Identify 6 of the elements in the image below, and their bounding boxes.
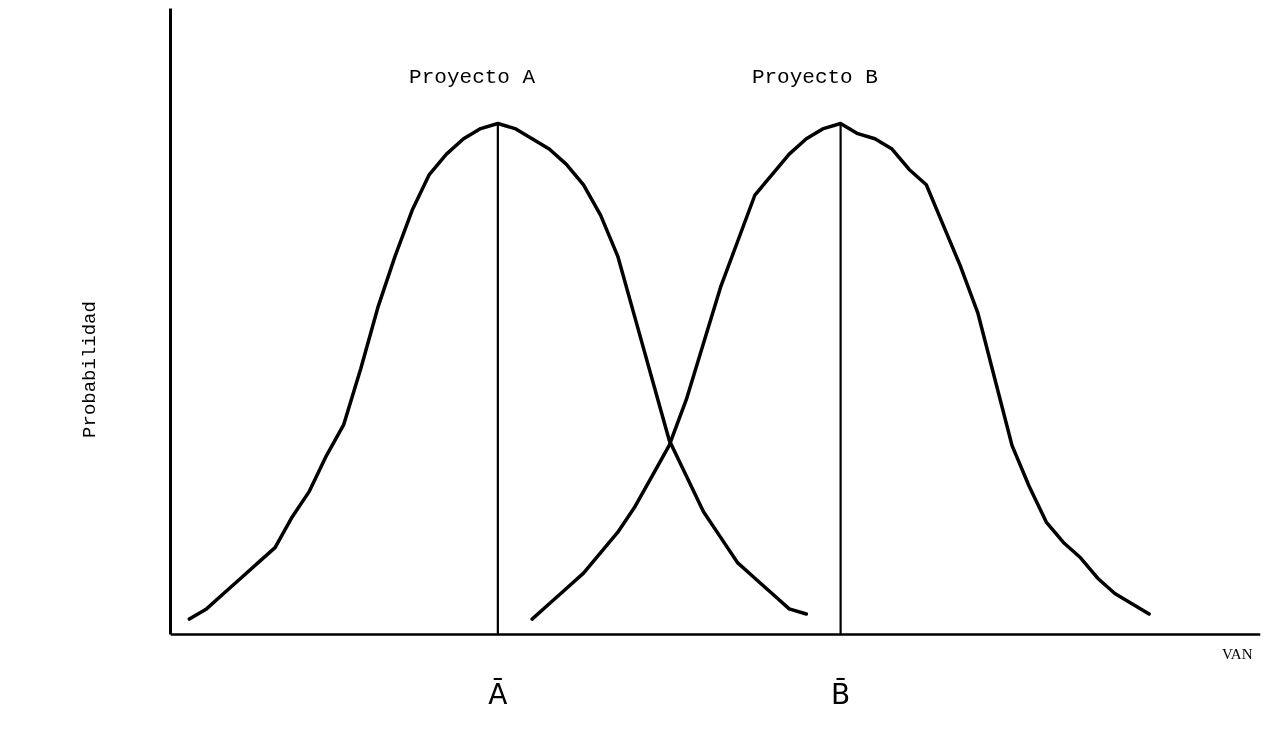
text: Proyecto A xyxy=(409,66,536,90)
x-tick-label: B̄ xyxy=(831,677,851,712)
text: Proyecto B xyxy=(751,66,878,90)
x-axis-title: VAN xyxy=(1221,646,1253,663)
x-tick-label: Ā xyxy=(488,678,508,712)
y-axis-title: Probabilidad xyxy=(78,301,101,438)
